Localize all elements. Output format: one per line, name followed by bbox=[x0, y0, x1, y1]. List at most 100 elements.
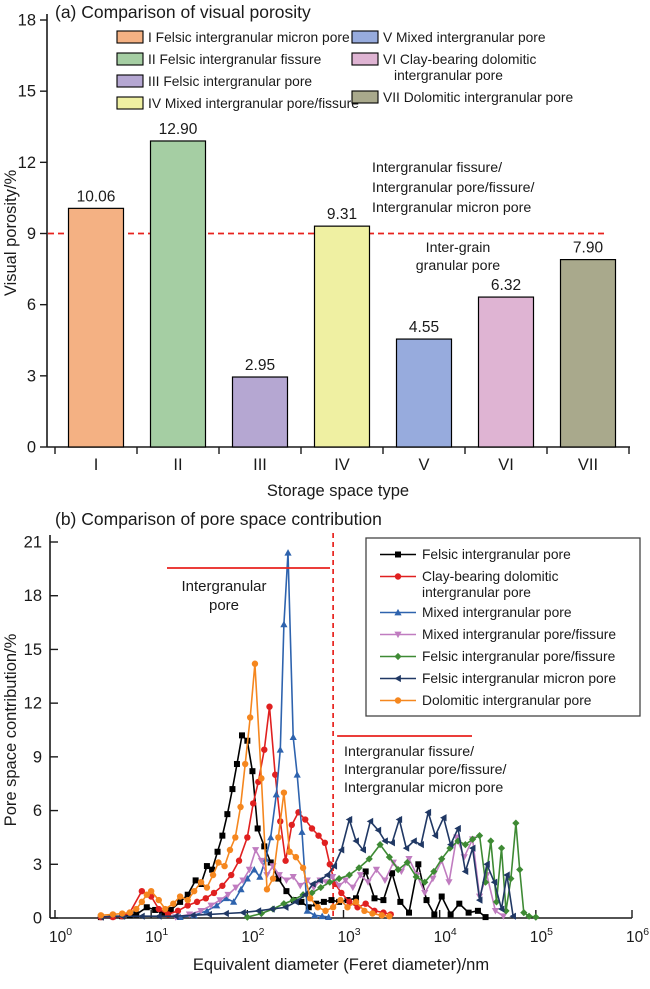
series-marker bbox=[126, 909, 134, 916]
series-marker bbox=[272, 790, 280, 798]
series-marker bbox=[440, 814, 447, 822]
series-marker bbox=[329, 904, 337, 911]
series-marker bbox=[245, 866, 253, 874]
series-marker bbox=[482, 914, 489, 921]
legend-a-label-3: III Felsic intergranular pore bbox=[148, 74, 312, 89]
series-marker bbox=[203, 884, 211, 891]
legend-b: Felsic intergranular pore Clay-bearing do… bbox=[365, 537, 641, 717]
series-marker bbox=[406, 909, 413, 916]
series-marker bbox=[282, 903, 289, 911]
legend-b-label-2-line2: intergranular pore bbox=[422, 585, 531, 600]
series-marker bbox=[417, 840, 424, 849]
series-marker bbox=[176, 893, 184, 900]
series-marker bbox=[263, 886, 271, 893]
series-marker bbox=[219, 882, 226, 889]
annotation-upper-zone-line1: Intergranular fissure/ bbox=[372, 160, 502, 176]
series-marker bbox=[159, 910, 166, 917]
series-marker bbox=[155, 905, 162, 913]
series-marker bbox=[403, 858, 411, 867]
series-marker bbox=[202, 895, 210, 902]
legend-a-label-6-line2: intergranular pore bbox=[394, 68, 503, 83]
series-marker bbox=[243, 913, 251, 921]
legend-b-label-4: Mixed intergranular pore/fissure bbox=[422, 627, 616, 642]
series-marker bbox=[224, 891, 232, 899]
y-axis-title: Pore space contribution/% bbox=[2, 633, 20, 826]
legend-a-swatch-6 bbox=[351, 52, 379, 66]
series-marker bbox=[229, 786, 236, 793]
series-marker bbox=[397, 898, 404, 905]
series-marker bbox=[275, 875, 282, 882]
x-category-label-V: V bbox=[418, 456, 429, 474]
series-marker bbox=[268, 905, 275, 913]
series-marker bbox=[230, 898, 238, 905]
series-marker bbox=[497, 905, 505, 913]
series-marker bbox=[475, 832, 484, 840]
legend-b-marker bbox=[394, 608, 402, 616]
series-marker bbox=[310, 911, 319, 919]
series-marker bbox=[431, 832, 439, 840]
series-marker bbox=[525, 912, 533, 920]
series-marker bbox=[386, 913, 393, 920]
series-marker bbox=[162, 905, 169, 913]
legend-b-label-7: Dolomitic intergranular pore bbox=[422, 693, 592, 708]
series-marker bbox=[337, 846, 345, 854]
series-marker bbox=[305, 904, 312, 911]
series-marker bbox=[184, 896, 191, 904]
series-marker bbox=[395, 815, 403, 824]
series-marker bbox=[174, 907, 182, 915]
series-marker bbox=[189, 911, 196, 919]
fissure-zone-note-line3: Intergranular micron pore bbox=[344, 780, 503, 796]
series-marker bbox=[258, 775, 265, 782]
series-marker bbox=[353, 895, 360, 902]
series-marker bbox=[288, 821, 296, 829]
legend-b-label-6: Felsic intergranular micron pore bbox=[422, 671, 616, 686]
series-marker bbox=[289, 733, 297, 741]
series-marker bbox=[320, 898, 327, 905]
series-marker bbox=[280, 620, 288, 628]
series-marker bbox=[299, 864, 307, 872]
legend-a-label-6: VI Clay-bearing dolomitic bbox=[383, 52, 536, 67]
x-tick-label: 105 bbox=[530, 926, 553, 946]
series-marker bbox=[430, 867, 438, 876]
series-marker bbox=[292, 898, 299, 906]
series-mixed-intergranular-pore bbox=[176, 549, 333, 920]
legend-a-swatch-7 bbox=[351, 90, 379, 104]
series-marker bbox=[184, 891, 191, 898]
series-marker bbox=[249, 768, 256, 775]
bar-I bbox=[67, 207, 125, 448]
bar-IV bbox=[313, 225, 371, 448]
legend-a-swatch-3 bbox=[116, 74, 144, 88]
x-tick-label: 106 bbox=[626, 926, 649, 946]
x-axis-title: Equivalent diameter (Feret diameter)/nm bbox=[193, 956, 489, 974]
series-line bbox=[247, 823, 536, 918]
fissure-zone-note-line1: Intergranular fissure/ bbox=[344, 744, 474, 760]
visual-porosity-bar-chart: (a) Comparison of visual porosity 0 3 6 9 12 1… bbox=[2, 2, 630, 500]
series-marker bbox=[314, 904, 321, 911]
series-marker bbox=[362, 900, 369, 907]
series-marker bbox=[346, 898, 353, 906]
y-tick-label: 3 bbox=[27, 367, 36, 385]
series-marker bbox=[438, 855, 446, 863]
series-marker bbox=[282, 857, 289, 864]
series-marker bbox=[252, 847, 260, 854]
y-tick-label: 12 bbox=[18, 154, 36, 172]
series-marker bbox=[483, 860, 490, 868]
series-marker bbox=[509, 912, 516, 920]
series-marker bbox=[431, 911, 438, 918]
x-axis-title: Storage space type bbox=[267, 482, 409, 500]
series-marker bbox=[317, 883, 325, 892]
series-marker bbox=[193, 898, 201, 906]
series-marker bbox=[143, 891, 150, 898]
series-marker bbox=[209, 871, 217, 879]
series-marker bbox=[244, 834, 251, 841]
series-marker bbox=[275, 834, 282, 841]
x-category-label-III: III bbox=[253, 456, 267, 474]
y-tick-label: 6 bbox=[27, 296, 36, 314]
legend-a-swatch-2 bbox=[116, 52, 144, 66]
legend-b-marker bbox=[394, 697, 402, 704]
annotation-upper-zone-line3: Intergranular micron pore bbox=[372, 200, 531, 216]
annotation-upper-zone-line2: Intergranular pore/fissure/ bbox=[372, 180, 535, 196]
series-marker bbox=[238, 732, 245, 739]
series-marker bbox=[241, 760, 249, 768]
series-marker bbox=[308, 825, 316, 832]
